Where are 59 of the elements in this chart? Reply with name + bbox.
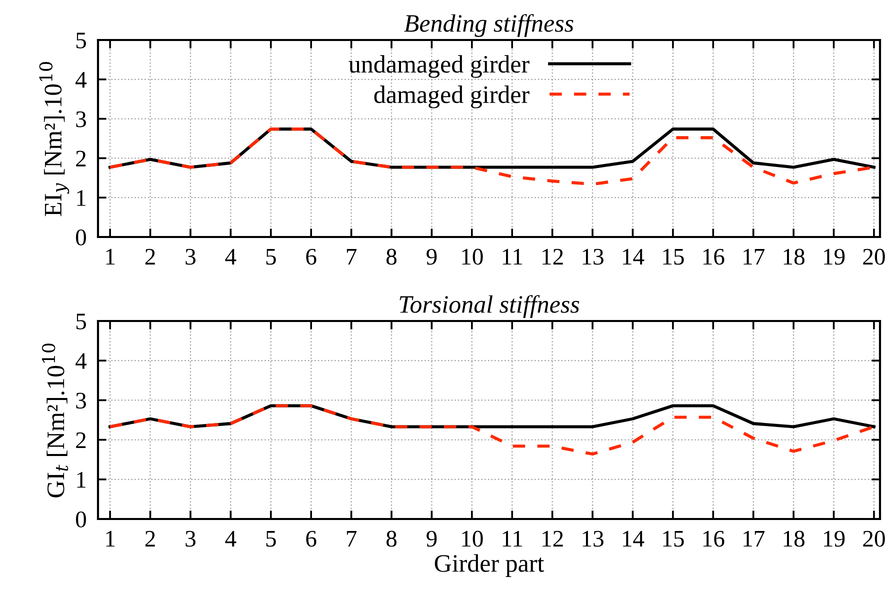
x-tick-label: 2 — [145, 530, 155, 546]
y-axis-title: EI$_{y}$ [Nm²].10$^{10}$ — [39, 62, 70, 216]
y-tick-label: 5 — [76, 314, 86, 330]
x-tick-label: 5 — [266, 249, 276, 265]
x-axis-title: Girder part — [434, 554, 544, 577]
x-tick-label: 13 — [582, 530, 604, 547]
y-tick-label: 2 — [76, 432, 86, 448]
x-tick-label: 6 — [306, 248, 316, 265]
legend-label: undamaged girder — [348, 55, 530, 78]
x-tick-label: 2 — [145, 248, 155, 264]
y-tick-label: 4 — [76, 353, 87, 369]
x-tick-label: 19 — [824, 530, 845, 547]
x-tick-label: 9 — [426, 248, 437, 265]
x-tick-label: 19 — [824, 248, 845, 265]
y-tick-label: 3 — [76, 392, 86, 409]
x-tick-label: 9 — [426, 530, 437, 547]
x-tick-label: 14 — [623, 248, 644, 264]
y-tick-label: 1 — [77, 190, 86, 206]
x-tick-label: 20 — [863, 248, 885, 265]
chart-title: Torsional stiffness — [400, 295, 580, 318]
y-tick-label: 1 — [77, 472, 86, 488]
x-tick-label: 18 — [784, 530, 804, 547]
y-tick-label: 3 — [76, 111, 86, 128]
x-tick-label: 6 — [306, 530, 316, 547]
x-tick-label: 18 — [784, 248, 804, 265]
y-tick-label: 0 — [76, 229, 86, 246]
x-tick-label: 3 — [186, 248, 196, 265]
x-tick-label: 8 — [386, 530, 397, 547]
x-tick-label: 10 — [462, 248, 483, 265]
x-tick-label: 20 — [863, 530, 885, 547]
x-tick-label: 10 — [462, 530, 483, 547]
y-axis-title: GI$_{t}$ [Nm²].10$^{10}$ — [42, 344, 68, 498]
x-tick-label: 17 — [744, 248, 764, 264]
x-tick-label: 8 — [386, 248, 397, 265]
legend-label: damaged girder — [374, 86, 530, 108]
x-tick-label: 15 — [663, 530, 684, 547]
x-tick-label: 17 — [744, 530, 764, 546]
x-tick-label: 4 — [225, 248, 236, 264]
y-tick-label: 0 — [76, 511, 86, 528]
x-tick-label: 16 — [703, 248, 724, 265]
x-tick-label: 12 — [542, 248, 563, 264]
x-tick-label: 3 — [186, 530, 196, 547]
x-tick-label: 1 — [106, 530, 115, 546]
x-tick-label: 7 — [346, 249, 357, 264]
x-tick-label: 11 — [502, 248, 522, 264]
x-tick-label: 5 — [266, 531, 276, 547]
x-tick-label: 14 — [623, 530, 644, 546]
y-tick-label: 4 — [76, 72, 87, 88]
x-tick-label: 15 — [663, 248, 684, 265]
x-tick-label: 12 — [542, 530, 563, 546]
x-tick-label: 11 — [502, 530, 522, 546]
chart-title: Bending stiffness — [404, 14, 574, 37]
y-tick-label: 2 — [76, 150, 86, 166]
x-tick-label: 1 — [106, 248, 115, 264]
x-tick-label: 7 — [346, 531, 357, 546]
x-tick-label: 13 — [582, 248, 604, 265]
x-tick-label: 4 — [225, 530, 236, 546]
y-tick-label: 5 — [76, 32, 86, 48]
x-tick-label: 16 — [703, 530, 724, 547]
